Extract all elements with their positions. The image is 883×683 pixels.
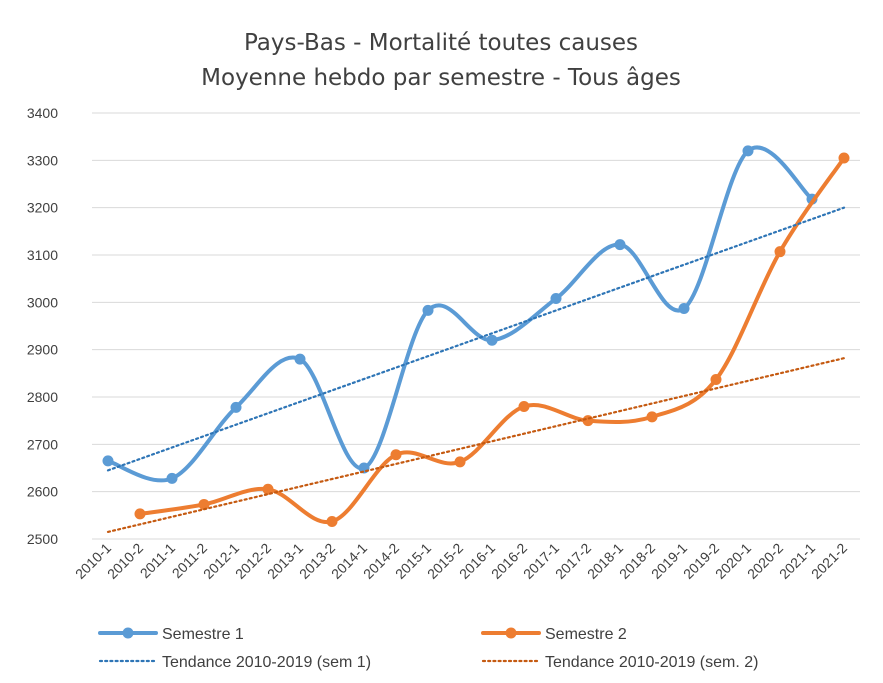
y-tick-label: 2600 [27,484,58,500]
data-point [422,304,434,316]
data-point [134,508,146,520]
legend-label: Tendance 2010-2019 (sem 1) [162,654,371,671]
series-semestre-1 [102,145,818,484]
data-point [582,415,594,427]
data-point [326,515,338,527]
data-point [614,239,626,251]
legend-item: Semestre 1 [98,626,244,643]
data-point [518,400,530,412]
y-axis: 2500 2600 2700 2800 2900 3000 3100 3200 3300 3400 [27,105,58,547]
legend-item: Tendance 2010-2019 (sem. 2) [481,654,758,671]
chart-title-line-1: Pays-Bas - Mortalité toutes causes [244,30,638,56]
legend-marker [122,627,134,639]
data-point [102,455,114,467]
data-point [742,145,754,157]
y-tick-label: 3300 [27,152,58,168]
y-tick-label: 3000 [27,294,58,310]
data-point [198,498,210,510]
legend-label: Semestre 2 [545,626,627,643]
data-point [166,472,178,484]
data-point [710,373,722,385]
legend-item: Tendance 2010-2019 (sem 1) [98,654,371,671]
legend-item: Semestre 2 [481,626,627,643]
trend-line [106,206,846,472]
data-point [262,483,274,495]
legend-marker [505,627,517,639]
data-point [230,401,242,413]
series-line [106,145,814,483]
x-axis: 2010-12010-22011-12011-22012-12012-22013… [72,540,850,582]
y-tick-label: 3100 [27,247,58,263]
trend-line [106,357,846,534]
y-tick-label: 2700 [27,436,58,452]
plot-area [102,145,850,534]
data-point [390,449,402,461]
data-point [454,456,466,468]
legend: Semestre 1 Semestre 2 Tendance 2010-2019 (… [98,626,758,671]
data-point [646,411,658,423]
y-tick-label: 3200 [27,200,58,216]
y-tick-label: 2500 [27,531,58,547]
data-point [774,246,786,258]
grid [92,112,860,540]
y-tick-label: 2800 [27,389,58,405]
series-tendance-2010-2019-sem-2- [106,357,846,534]
data-point [294,353,306,365]
data-point [838,152,850,164]
x-tick-label: 2011-1 [137,540,179,582]
series-semestre-2 [134,152,850,527]
legend-label: Tendance 2010-2019 (sem. 2) [545,654,758,671]
x-tick-label: 2010-2 [104,540,146,582]
chart-title-line-2: Moyenne hebdo par semestre - Tous âges [201,65,681,91]
data-point [486,334,498,346]
series-tendance-2010-2019-sem-1- [106,206,846,472]
data-point [550,293,562,305]
x-tick-label: 2021-2 [808,540,850,582]
chart-title: Pays-Bas - Mortalité toutes causes Moyen… [201,30,681,91]
data-point [678,302,690,314]
legend-label: Semestre 1 [162,626,244,643]
y-tick-label: 2900 [27,342,58,358]
y-tick-label: 3400 [27,105,58,121]
